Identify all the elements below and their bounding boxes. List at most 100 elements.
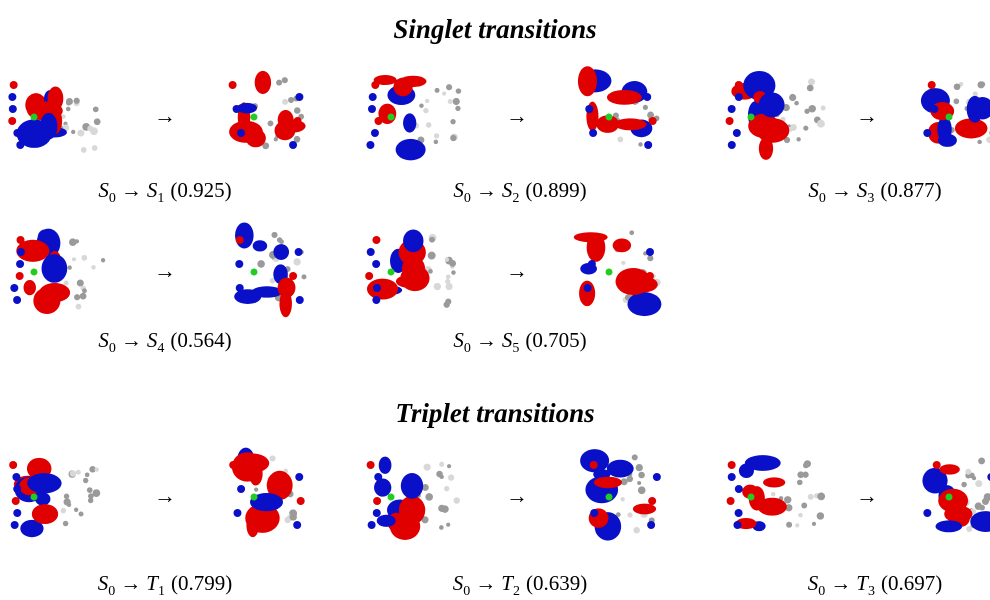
atom <box>808 494 814 500</box>
atom <box>584 284 592 292</box>
atom <box>425 493 433 501</box>
lobe <box>763 477 785 487</box>
state-from: S <box>98 328 109 352</box>
lobe <box>27 473 61 493</box>
atom <box>269 455 275 461</box>
atom <box>233 509 241 517</box>
weight: (0.799) <box>171 571 232 595</box>
atom <box>373 497 381 505</box>
atom <box>10 284 18 292</box>
atom <box>434 140 439 145</box>
artwork: Singlet transitions→S0→S1(0.925)→S0→S2(0… <box>8 14 990 599</box>
atom <box>428 269 433 274</box>
atom <box>12 497 20 505</box>
atom <box>388 494 395 501</box>
atom <box>439 462 444 467</box>
atom <box>428 252 436 260</box>
ground-orbital <box>367 457 460 540</box>
atom <box>735 93 743 101</box>
atom <box>444 301 450 307</box>
arrow: → <box>831 178 852 202</box>
atom <box>282 99 288 105</box>
lobe <box>40 113 58 140</box>
state-from-index: 0 <box>463 584 470 599</box>
atom <box>586 485 594 493</box>
atom <box>289 141 297 149</box>
orbital-arrow: → <box>154 258 176 283</box>
atom <box>748 114 755 121</box>
state-from: S <box>98 178 109 202</box>
atom <box>425 99 429 103</box>
lobe <box>594 477 622 489</box>
atom <box>271 232 277 238</box>
transition-label: S0→T2(0.639) <box>453 571 587 599</box>
atom <box>807 85 814 92</box>
atom <box>80 293 87 300</box>
atom <box>235 260 243 268</box>
page: Singlet transitions→S0→S1(0.925)→S0→S2(0… <box>0 0 990 600</box>
atom <box>803 462 809 468</box>
lobe <box>48 86 64 110</box>
lobe <box>32 504 58 524</box>
state-from-index: 0 <box>818 584 825 599</box>
lobe <box>396 139 426 160</box>
atom <box>74 508 78 512</box>
atom <box>435 88 440 93</box>
atom <box>821 106 826 111</box>
atom <box>606 269 613 276</box>
atom <box>92 145 98 151</box>
atom <box>69 238 77 246</box>
transition-label: S0→S4(0.564) <box>98 328 231 356</box>
atom <box>434 283 441 290</box>
atom <box>423 108 428 113</box>
atom <box>290 513 297 520</box>
atom <box>797 471 804 478</box>
atom <box>94 118 101 125</box>
atom <box>76 470 81 475</box>
atom <box>63 521 68 526</box>
atom <box>229 461 237 469</box>
atom <box>953 98 959 104</box>
lobe <box>627 292 661 316</box>
atom <box>297 497 305 505</box>
atom <box>817 512 824 519</box>
atom <box>374 485 382 493</box>
atom <box>101 258 105 262</box>
state-to-index: 1 <box>157 191 164 206</box>
atom <box>633 527 640 534</box>
atom <box>296 296 304 304</box>
atom <box>60 508 66 514</box>
atom <box>236 236 244 244</box>
weight: (0.705) <box>525 328 586 352</box>
lobe <box>400 76 427 87</box>
atom <box>606 494 613 501</box>
atom <box>79 511 84 516</box>
lobe <box>24 280 36 295</box>
atom <box>12 473 20 481</box>
atom <box>82 288 87 293</box>
lobe <box>255 71 271 94</box>
atom <box>63 498 70 505</box>
section-title: Singlet transitions <box>393 14 596 44</box>
atom <box>9 105 17 113</box>
atom <box>946 494 953 501</box>
state-to: S <box>147 328 158 352</box>
atom <box>91 265 95 269</box>
lobe <box>379 457 392 474</box>
atom <box>728 105 736 113</box>
atom <box>74 294 80 300</box>
lobe <box>401 473 423 499</box>
ground-orbital <box>366 75 461 160</box>
atom <box>812 522 816 526</box>
atom <box>373 284 381 292</box>
transition-label: S0→T1(0.799) <box>98 571 232 599</box>
atom <box>442 91 446 95</box>
atom <box>438 505 445 512</box>
atom <box>371 81 379 89</box>
ground-orbital <box>726 71 826 160</box>
orbital-arrow: → <box>506 258 528 283</box>
atom <box>450 119 455 124</box>
atom <box>72 257 76 261</box>
lobe <box>278 110 294 130</box>
excited-orbital <box>921 81 990 149</box>
